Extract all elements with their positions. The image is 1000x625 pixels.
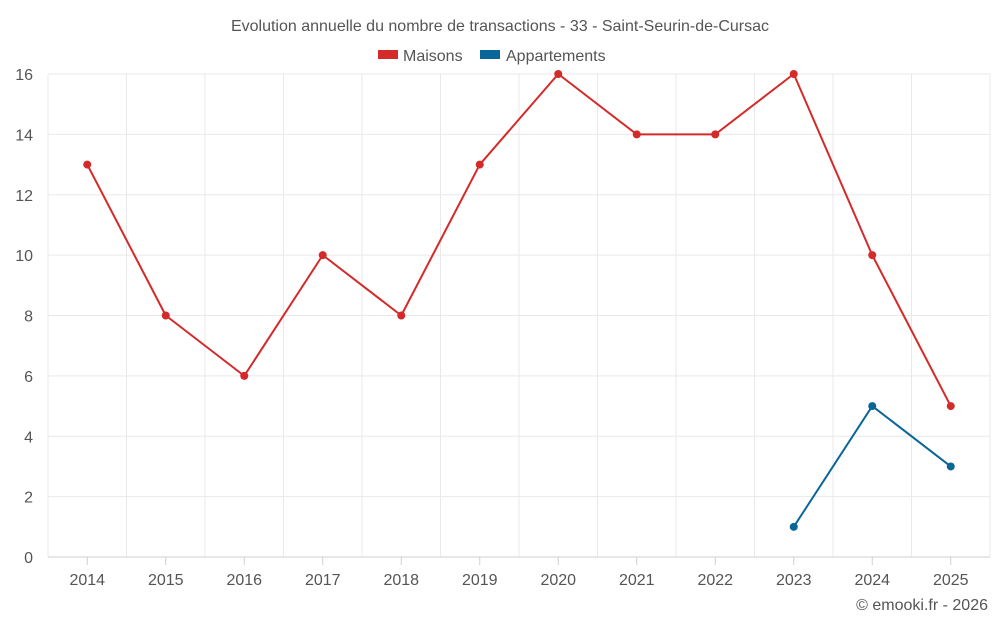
x-tick-label: 2020	[540, 572, 576, 589]
x-tick-label: 2021	[619, 572, 655, 589]
y-tick-label: 14	[15, 127, 33, 144]
y-tick-label: 10	[15, 248, 33, 265]
data-point-maisons-2022[interactable]	[711, 130, 720, 139]
data-point-maisons-2023[interactable]	[789, 70, 798, 78]
series-line-appartements	[792, 405, 952, 528]
x-tick-label: 2017	[305, 572, 341, 589]
legend-swatch-maisons	[378, 50, 398, 59]
gridlines	[47, 73, 991, 557]
y-tick-label: 16	[15, 67, 33, 84]
x-tick-label: 2025	[933, 572, 969, 589]
y-tick-label: 8	[24, 309, 33, 326]
data-point-appartements-2024[interactable]	[868, 402, 877, 411]
data-point-maisons-2017[interactable]	[318, 251, 327, 260]
y-axis-tick-labels: 0 2 4 6 8 10 12 14 16	[15, 67, 33, 567]
series-line-maisons	[86, 73, 952, 407]
chart-title: Evolution annuelle du nombre de transact…	[231, 18, 769, 35]
series-maisons	[83, 70, 955, 411]
data-point-maisons-2019[interactable]	[475, 160, 484, 169]
y-tick-label: 4	[24, 429, 33, 446]
x-tick-label: 2014	[69, 572, 105, 589]
data-point-maisons-2018[interactable]	[397, 311, 406, 320]
data-point-appartements-2025[interactable]	[946, 462, 955, 471]
credit-text: © emooki.fr - 2026	[856, 597, 988, 614]
data-point-maisons-2025[interactable]	[946, 402, 955, 411]
data-point-maisons-2020[interactable]	[554, 70, 563, 78]
legend-swatch-appartements	[480, 50, 500, 59]
series-layer	[83, 70, 955, 531]
series-appartements	[789, 402, 955, 531]
legend-label-maisons[interactable]: Maisons	[403, 48, 463, 65]
data-point-maisons-2024[interactable]	[868, 251, 877, 260]
x-tick-label: 2018	[383, 572, 419, 589]
data-point-maisons-2014[interactable]	[83, 160, 92, 169]
x-tick-label: 2023	[776, 572, 812, 589]
x-tick-label: 2022	[697, 572, 733, 589]
x-axis-tick-labels: 2014 2015 2016 2017 2018 2019 2020 2021 2022 2023…	[69, 557, 969, 589]
data-point-maisons-2016[interactable]	[240, 371, 249, 380]
y-tick-label: 0	[24, 550, 33, 567]
y-tick-label: 12	[15, 188, 33, 205]
x-tick-label: 2016	[226, 572, 262, 589]
data-point-maisons-2015[interactable]	[161, 311, 170, 320]
data-point-appartements-2023[interactable]	[789, 522, 798, 531]
data-point-maisons-2021[interactable]	[632, 130, 641, 139]
legend: Maisons Appartements	[378, 48, 606, 65]
x-tick-label: 2015	[148, 572, 184, 589]
y-tick-label: 6	[24, 369, 33, 386]
legend-label-appartements[interactable]: Appartements	[506, 48, 606, 65]
x-tick-label: 2024	[854, 572, 890, 589]
y-tick-label: 2	[24, 490, 33, 507]
x-tick-label: 2019	[462, 572, 498, 589]
